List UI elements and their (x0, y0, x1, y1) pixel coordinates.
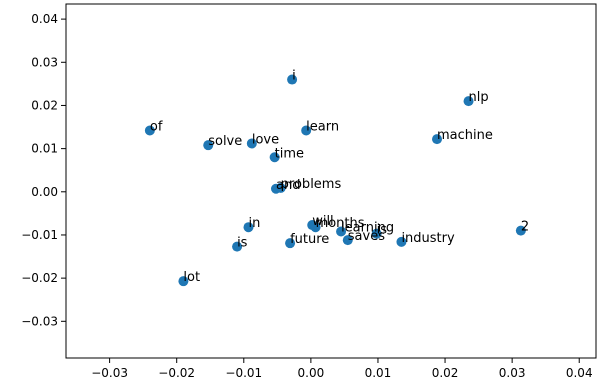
point-label: saves (348, 229, 385, 244)
point-label: lot (183, 270, 200, 285)
x-tick-label: 0.01 (365, 366, 392, 380)
data-point (285, 238, 296, 249)
data-point (178, 276, 189, 287)
data-point (275, 182, 286, 193)
data-point (301, 125, 312, 136)
point-label: learning (341, 221, 394, 236)
data-point (515, 225, 526, 236)
point-label: time (275, 146, 304, 161)
y-tick-label: 0.04 (31, 12, 58, 26)
x-tick-label: 0.03 (499, 366, 526, 380)
point-label: future (290, 232, 329, 247)
point-label: learn (306, 119, 339, 134)
x-tick-label: −0.01 (225, 366, 262, 380)
x-tick-label: −0.02 (158, 366, 195, 380)
point-label: 2 (521, 220, 529, 235)
y-tick-label: 0.03 (31, 55, 58, 69)
data-point (243, 222, 254, 233)
x-tick-label: 0.02 (432, 366, 459, 380)
data-point (342, 235, 353, 246)
point-label: industry (401, 231, 455, 246)
data-point (371, 228, 382, 239)
data-point (232, 241, 243, 252)
point-label: in (248, 216, 260, 231)
x-axis: −0.03 −0.02 −0.01 0.00 0.01 0.02 0.03 0.04 (91, 358, 593, 380)
data-point (203, 140, 214, 151)
point-label: will (312, 214, 333, 229)
y-tick-label: 0.01 (31, 142, 58, 156)
data-point (269, 152, 280, 163)
x-tick-label: −0.03 (91, 366, 128, 380)
point-label: is (377, 223, 388, 238)
data-point (432, 134, 442, 145)
point-label: problems (281, 177, 342, 192)
y-tick-label: 0.00 (31, 185, 58, 199)
data-point (144, 125, 155, 136)
x-tick-label: 0.00 (298, 366, 325, 380)
point-label: months (316, 216, 365, 231)
point-label: machine (437, 128, 493, 143)
data-point (396, 236, 407, 247)
data-point (336, 226, 347, 237)
x-tick-label: 0.04 (566, 366, 593, 380)
data-point (463, 96, 474, 107)
point-label: of (150, 119, 163, 134)
point-label: love (252, 132, 279, 147)
y-tick-label: 0.02 (31, 98, 58, 112)
data-point (310, 222, 321, 233)
y-tick-label: −0.03 (21, 314, 58, 328)
point-label: is (237, 236, 248, 251)
data-points (144, 74, 526, 287)
point-label: nlp (469, 90, 489, 105)
data-point (287, 74, 298, 85)
y-tick-label: −0.01 (21, 228, 58, 242)
point-label: i (292, 69, 296, 84)
data-point (246, 138, 257, 149)
y-axis: 0.04 0.03 0.02 0.01 0.00 −0.01 −0.02 −0.03 (21, 12, 66, 328)
point-label: and (276, 178, 300, 193)
y-tick-label: −0.02 (21, 271, 58, 285)
point-label: solve (208, 134, 242, 149)
plot-frame (65, 3, 597, 359)
